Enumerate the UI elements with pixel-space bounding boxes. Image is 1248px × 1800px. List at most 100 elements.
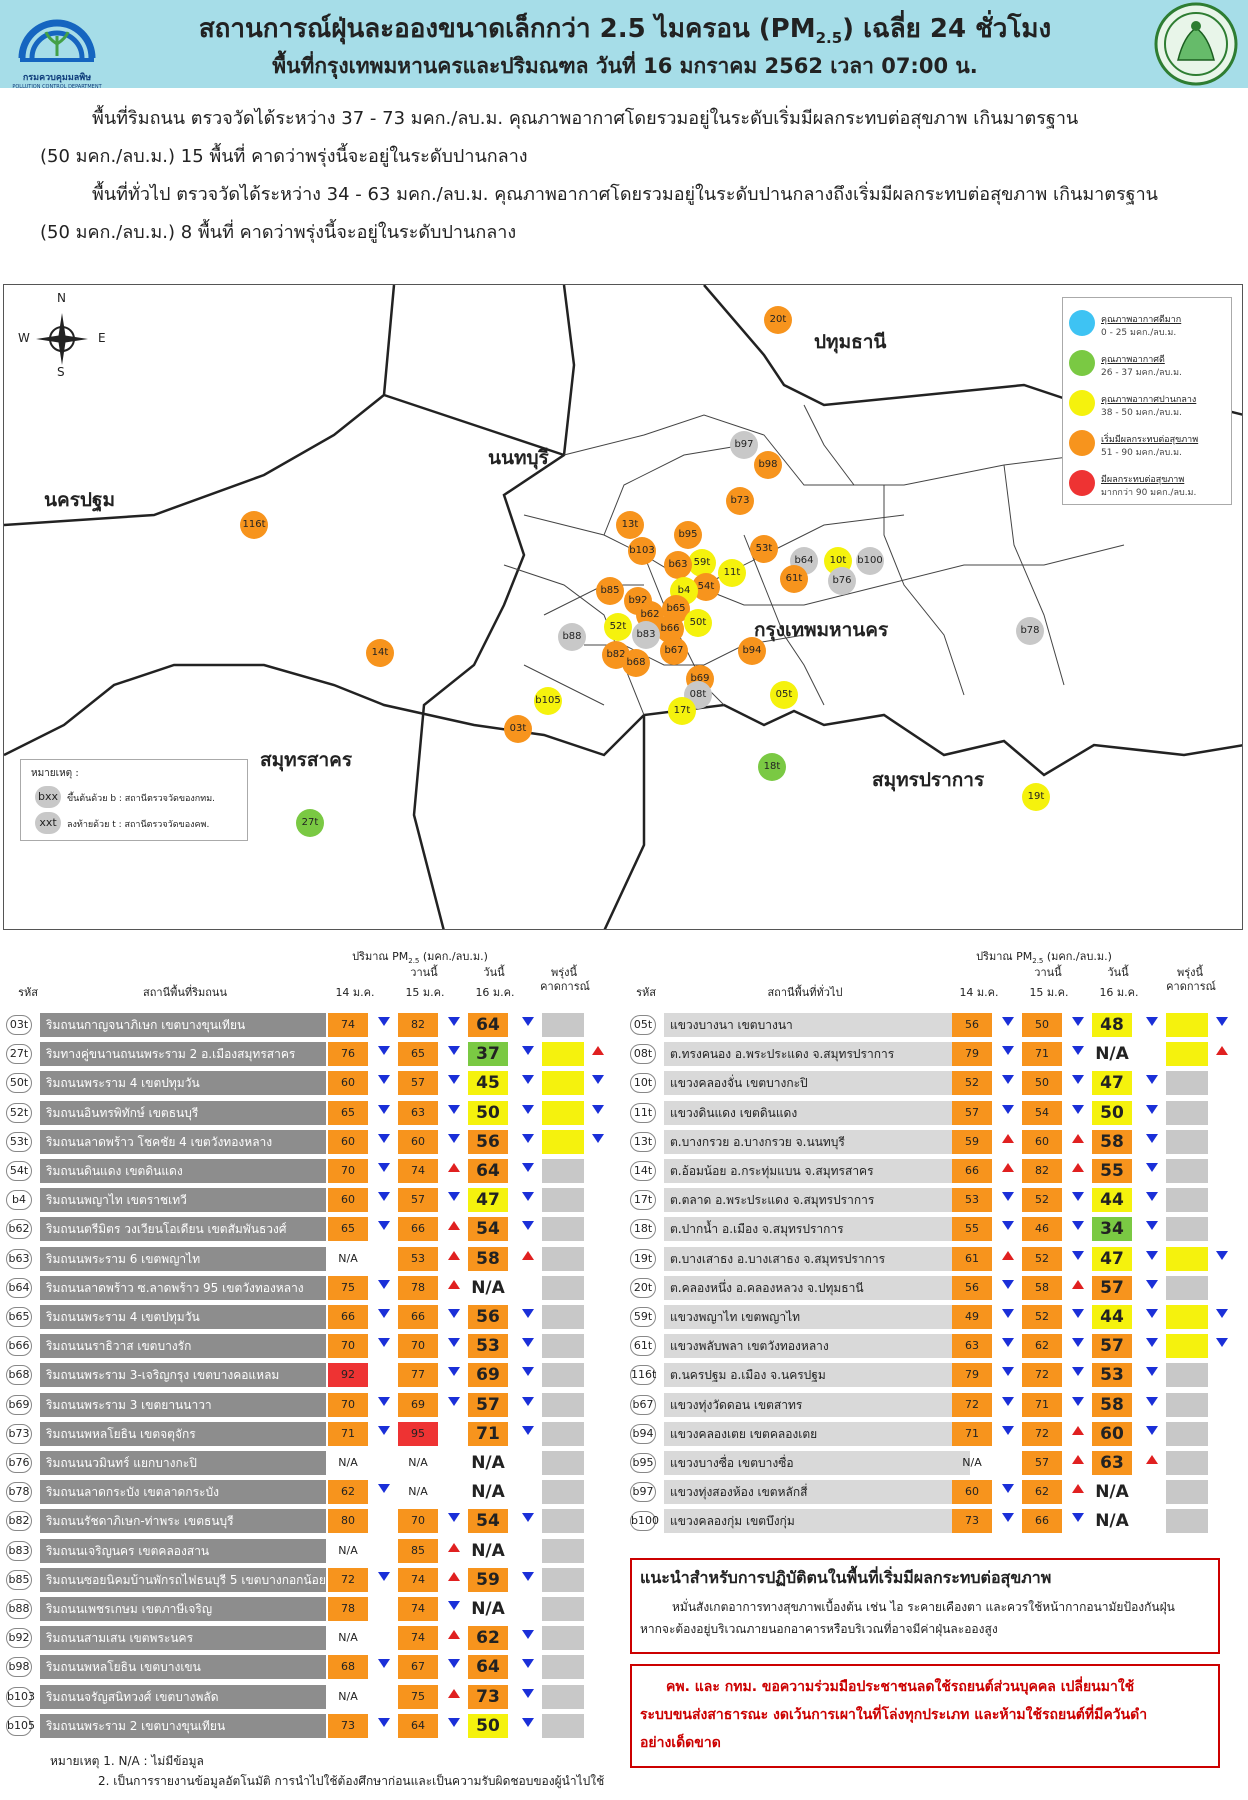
station-marker-27t[interactable]: 27t bbox=[296, 809, 324, 837]
station-marker-116t[interactable]: 116t bbox=[240, 511, 268, 539]
forecast-cell bbox=[542, 1509, 584, 1534]
station-marker-b103[interactable]: b103 bbox=[628, 537, 656, 565]
pm-14jan: 73 bbox=[328, 1713, 368, 1738]
forecast-cell bbox=[542, 1538, 584, 1563]
station-code: b94 bbox=[630, 1423, 656, 1444]
page-subtitle: พื้นที่กรุงเทพมหานครและปริมณฑล วันที่ 16… bbox=[272, 54, 978, 78]
pm-15jan: 95 bbox=[398, 1421, 438, 1446]
station-marker-20t[interactable]: 20t bbox=[764, 306, 792, 334]
pm-15jan: 85 bbox=[398, 1538, 438, 1563]
station-code: 05t bbox=[630, 1015, 656, 1035]
pm-14jan: 78 bbox=[328, 1597, 368, 1621]
station-marker-53t[interactable]: 53t bbox=[750, 535, 778, 563]
station-name: ริมถนนสามเสน เขตพระนคร bbox=[40, 1626, 326, 1651]
table-row: b97 แขวงทุ่งสองห้อง เขตหลักสี่ 60 62 N/A bbox=[630, 1479, 1230, 1505]
station-marker-03t[interactable]: 03t bbox=[504, 715, 532, 743]
trend-arrow-icon bbox=[378, 1309, 390, 1318]
province-label: ปทุมธานี bbox=[814, 331, 887, 353]
trend-arrow-icon bbox=[1146, 1221, 1158, 1231]
forecast-cell bbox=[1166, 1188, 1208, 1213]
pm-14jan: 55 bbox=[952, 1217, 992, 1242]
station-marker-b100[interactable]: b100 bbox=[856, 547, 884, 575]
trend-arrow-icon bbox=[1216, 1250, 1228, 1260]
station-marker-13t[interactable]: 13t bbox=[616, 511, 644, 539]
forecast-cell bbox=[542, 1100, 584, 1125]
pm-16jan: 54 bbox=[468, 1217, 508, 1242]
station-marker-b68[interactable]: b68 bbox=[622, 649, 650, 677]
station-marker-b67[interactable]: b67 bbox=[660, 637, 688, 665]
station-marker-b83[interactable]: b83 bbox=[632, 621, 660, 649]
trend-arrow-icon bbox=[1072, 1513, 1084, 1523]
station-marker-59t[interactable]: 59t bbox=[688, 549, 716, 577]
station-marker-18t[interactable]: 18t bbox=[758, 753, 786, 781]
trend-arrow-icon bbox=[522, 1659, 534, 1669]
pm-16jan: 50 bbox=[468, 1100, 508, 1125]
station-marker-b63[interactable]: b63 bbox=[664, 551, 692, 579]
station-marker-b105[interactable]: b105 bbox=[534, 687, 562, 715]
pm-15jan: 77 bbox=[398, 1363, 438, 1388]
note-bxx-icon: bxx bbox=[35, 786, 61, 808]
pm-14jan: N/A bbox=[962, 1456, 982, 1469]
forecast-cell bbox=[542, 1305, 584, 1329]
trend-arrow-icon bbox=[522, 1309, 534, 1318]
trend-arrow-icon bbox=[1002, 1017, 1014, 1026]
station-marker-50t[interactable]: 50t bbox=[684, 609, 712, 637]
station-marker-b98[interactable]: b98 bbox=[754, 451, 782, 479]
pm-16jan: N/A bbox=[1095, 1511, 1129, 1532]
station-name: ต.บางกรวย อ.บางกรวย จ.นนทบุรี bbox=[664, 1129, 970, 1154]
compass-icon bbox=[36, 313, 88, 365]
trend-arrow-icon bbox=[1002, 1075, 1014, 1085]
station-marker-17t[interactable]: 17t bbox=[668, 697, 696, 725]
trend-arrow-icon bbox=[1002, 1163, 1014, 1172]
trend-arrow-icon bbox=[448, 1571, 460, 1581]
map-note-b: ขึ้นต้นด้วย b : สถานีตรวจวัดของกทม. bbox=[67, 794, 215, 804]
station-road-header: สถานีพื้นที่ริมถนน bbox=[143, 986, 227, 999]
trend-arrow-icon bbox=[522, 1046, 534, 1056]
station-marker-61t[interactable]: 61t bbox=[780, 565, 808, 593]
trend-arrow-icon bbox=[522, 1513, 534, 1523]
pm-15jan: 52 bbox=[1022, 1188, 1062, 1213]
station-marker-11t[interactable]: 11t bbox=[718, 559, 746, 587]
trend-arrow-icon bbox=[1146, 1133, 1158, 1143]
pm-16jan: 71 bbox=[468, 1421, 508, 1446]
trend-arrow-icon bbox=[378, 1425, 390, 1435]
trend-arrow-icon bbox=[378, 1046, 390, 1056]
today-header-2: วันนี้ bbox=[1107, 966, 1129, 979]
pm-16jan: 62 bbox=[468, 1626, 508, 1651]
station-marker-b88[interactable]: b88 bbox=[558, 623, 586, 651]
pm-16jan: 44 bbox=[1092, 1305, 1132, 1329]
station-marker-b94[interactable]: b94 bbox=[738, 637, 766, 665]
station-name: แขวงคลองจั่น เขตบางกะปิ bbox=[664, 1071, 970, 1096]
station-marker-b95[interactable]: b95 bbox=[674, 521, 702, 549]
station-marker-52t[interactable]: 52t bbox=[604, 613, 632, 641]
station-code: 14t bbox=[630, 1161, 656, 1181]
station-marker-05t[interactable]: 05t bbox=[770, 681, 798, 709]
map-note-t: ลงท้ายด้วย t : สถานีตรวจวัดของคพ. bbox=[67, 820, 210, 830]
summary-general-1: พื้นที่ทั่วไป ตรวจวัดได้ระหว่าง 34 - 63 … bbox=[92, 184, 1158, 205]
trend-arrow-icon bbox=[1146, 1309, 1158, 1318]
station-name: แขวงดินแดง เขตดินแดง bbox=[664, 1100, 970, 1125]
station-marker-b76[interactable]: b76 bbox=[828, 567, 856, 595]
station-name: ริมถนนลาดพร้าว ซ.ลาดพร้าว 95 เขตวังทองหล… bbox=[40, 1275, 326, 1300]
station-name: ริมทางคู่ขนานถนนพระราม 2 อ.เมืองสมุทรสาค… bbox=[40, 1042, 326, 1067]
table-row: 116t ต.นครปฐม อ.เมือง จ.นครปฐม 79 72 53 bbox=[630, 1362, 1230, 1388]
pm-14jan: 92 bbox=[328, 1363, 368, 1388]
station-marker-08t[interactable]: 08t bbox=[684, 681, 712, 709]
station-marker-14t[interactable]: 14t bbox=[366, 639, 394, 667]
table-row: b67 แขวงทุ่งวัดดอน เขตสาทร 72 71 58 bbox=[630, 1392, 1230, 1418]
station-marker-b85[interactable]: b85 bbox=[596, 577, 624, 605]
trend-arrow-icon bbox=[1002, 1133, 1014, 1143]
station-code: 08t bbox=[630, 1044, 656, 1065]
trend-arrow-icon bbox=[1216, 1309, 1228, 1318]
station-marker-b97[interactable]: b97 bbox=[730, 431, 758, 459]
station-marker-b73[interactable]: b73 bbox=[726, 487, 754, 515]
forecast-cell bbox=[542, 1421, 584, 1446]
forecast-cell bbox=[1166, 1042, 1208, 1067]
forecast-cell bbox=[1166, 1246, 1208, 1271]
station-marker-b78[interactable]: b78 bbox=[1016, 617, 1044, 645]
trend-arrow-icon bbox=[1216, 1017, 1228, 1026]
station-marker-19t[interactable]: 19t bbox=[1022, 783, 1050, 811]
bma-seal bbox=[1148, 2, 1244, 86]
header-banner: กรมควบคุมมลพิษ POLLUTION CONTROL DEPARTM… bbox=[0, 0, 1248, 90]
trend-arrow-icon bbox=[1216, 1046, 1228, 1056]
